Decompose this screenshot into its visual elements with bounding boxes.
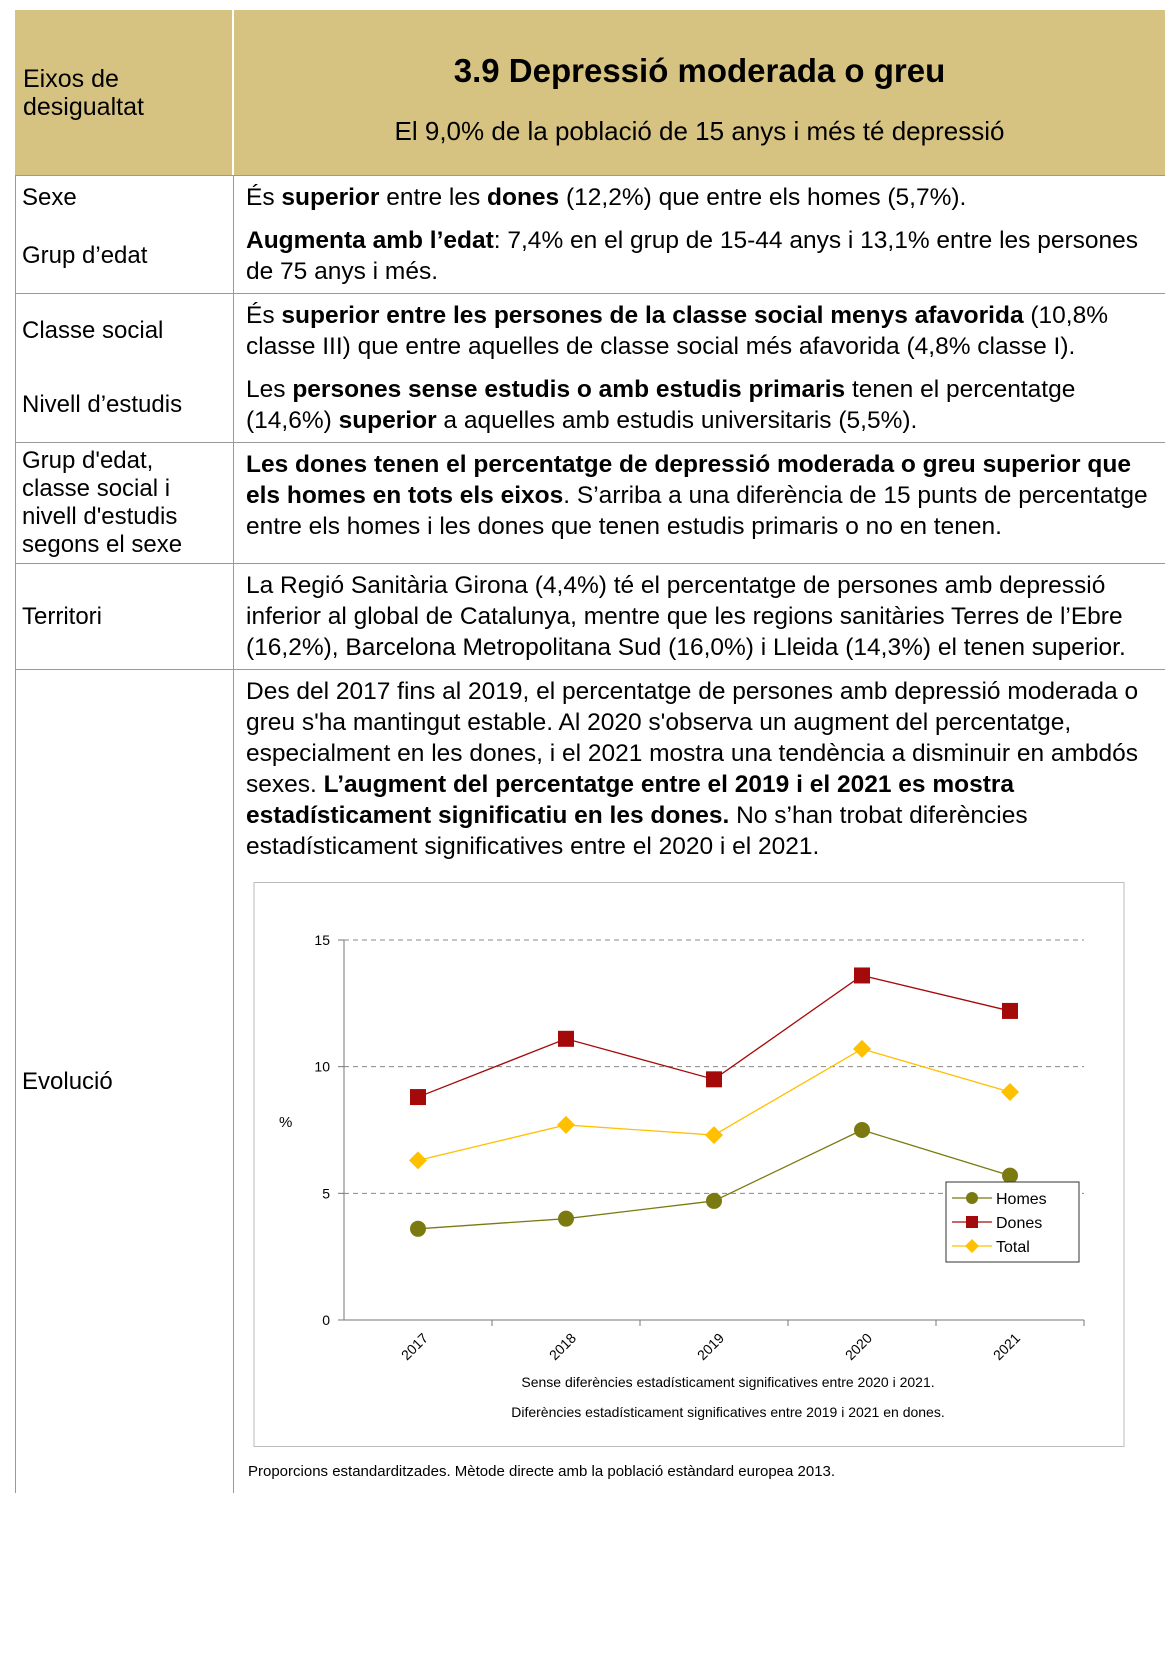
text: . S’arriba a una diferència de 15 punts … bbox=[246, 482, 1148, 540]
chart-frame bbox=[253, 882, 1125, 1447]
bold-text: dones bbox=[487, 184, 560, 211]
bold-text: superior bbox=[281, 184, 380, 211]
text: tenen el percentatge (14,6%) bbox=[246, 376, 1076, 434]
text: És bbox=[246, 184, 282, 211]
row-label: Sexe bbox=[16, 175, 233, 219]
marker bbox=[853, 1039, 871, 1058]
row-content: Les persones sense estudis o amb estudis… bbox=[233, 368, 1165, 442]
row-label: Grup d’edat bbox=[22, 242, 148, 269]
text: És bbox=[246, 302, 282, 329]
bold-text: superior bbox=[338, 407, 437, 434]
row-content: Augmenta amb l’edat: 7,4% en el grup de … bbox=[233, 219, 1165, 293]
row-label: Territori bbox=[16, 563, 233, 669]
y-axis-label: % bbox=[279, 1114, 292, 1131]
legend-label: Dones bbox=[996, 1215, 1042, 1232]
row-label: Nivell d’estudis bbox=[22, 391, 183, 418]
y-tick-label: 15 bbox=[314, 932, 330, 948]
header-right: 3.9 Depressió moderada o greu El 9,0% de… bbox=[232, 10, 1165, 175]
text: : 7,4% en el grup de 15-44 anys i 13,1% … bbox=[246, 227, 1138, 285]
bold-text: Les dones tenen el percentatge de depres… bbox=[246, 451, 1131, 509]
marker bbox=[558, 1210, 574, 1227]
row-content: La Regió Sanitària Girona (4,4%) té el p… bbox=[233, 563, 1165, 669]
text: Les bbox=[246, 376, 293, 403]
marker bbox=[854, 967, 870, 984]
chart-note: Diferències estadísticament significativ… bbox=[511, 1404, 944, 1420]
row-content: Des del 2017 fins al 2019, el percentatg… bbox=[233, 669, 1165, 1493]
bold-text: persones sense estudis o amb estudis pri… bbox=[292, 376, 846, 403]
y-tick-label: 10 bbox=[314, 1059, 330, 1075]
bold-text: Augmenta amb l’edat bbox=[246, 227, 494, 254]
y-tick-label: 5 bbox=[322, 1185, 330, 1201]
marker bbox=[1002, 1002, 1018, 1019]
footnote: Proporcions estandarditzades. Mètode dir… bbox=[248, 1463, 836, 1480]
text: La Regió Sanitària Girona (4,4%) té el p… bbox=[246, 572, 1126, 661]
marker bbox=[854, 1122, 870, 1138]
row-label: Evolució bbox=[16, 669, 233, 1493]
marker bbox=[965, 1239, 979, 1253]
text: (12,2%) que entre els homes (5,7%). bbox=[559, 184, 967, 211]
title: 3.9 Depressió moderada o greu bbox=[453, 52, 946, 89]
text: entre les bbox=[379, 184, 488, 211]
row-content: És superior entre les dones (12,2%) que … bbox=[233, 175, 1165, 219]
marker bbox=[966, 1216, 978, 1228]
text: Des del 2017 fins al 2019, el percentatg… bbox=[246, 678, 1139, 798]
chart-note: Sense diferències estadísticament signif… bbox=[521, 1374, 934, 1390]
marker bbox=[705, 1126, 723, 1145]
document: Eixos de desigualtat 3.9 Depressió moder… bbox=[15, 10, 1165, 1493]
text: (10,8% classe III) que entre aquelles de… bbox=[246, 302, 1109, 360]
marker bbox=[410, 1220, 426, 1237]
subtitle: El 9,0% de la població de 15 anys i més … bbox=[394, 116, 1005, 146]
marker bbox=[966, 1192, 978, 1204]
legend-label: Homes bbox=[996, 1191, 1047, 1208]
header: Eixos de desigualtat 3.9 Depressió moder… bbox=[15, 10, 1165, 175]
bold-text: superior entre les persones de la classe… bbox=[281, 302, 1024, 329]
marker bbox=[409, 1151, 427, 1170]
marker bbox=[706, 1071, 722, 1088]
row-content: És superior entre les persones de la cla… bbox=[233, 293, 1165, 368]
bold-text: L’augment del percentatge entre el 2019 … bbox=[246, 771, 1015, 829]
text: No s’han trobat diferències estadísticam… bbox=[246, 802, 1028, 860]
marker bbox=[410, 1089, 426, 1106]
table: Sexe És superior entre les dones (12,2%) … bbox=[15, 175, 1165, 1493]
marker bbox=[706, 1192, 722, 1209]
marker bbox=[1001, 1083, 1019, 1101]
row-content: Les dones tenen el percentatge de depres… bbox=[233, 442, 1165, 563]
marker bbox=[1002, 1167, 1018, 1184]
text: a aquelles amb estudis universitaris (5,… bbox=[436, 407, 918, 434]
header-left: Eixos de desigualtat bbox=[23, 65, 144, 121]
y-tick-label: 0 bbox=[322, 1312, 330, 1328]
marker bbox=[557, 1115, 575, 1134]
legend-label: Total bbox=[996, 1239, 1030, 1256]
marker bbox=[558, 1030, 574, 1047]
row-label: Grup d'edat, classe social i nivell d'es… bbox=[16, 442, 233, 563]
row-label: Classe social bbox=[16, 293, 233, 368]
